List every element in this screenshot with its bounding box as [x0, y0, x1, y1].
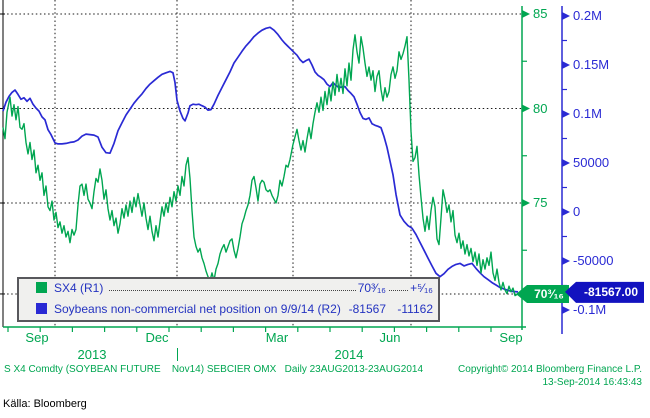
r1-last-value-text: 70³⁄₁₆ [534, 287, 564, 301]
series-net-position [2, 26, 519, 293]
footer-security-info: S X4 Comdty (SOYBEAN FUTURE Nov14) SEBCI… [4, 364, 424, 375]
legend-change-value: +⁵⁄₁₆ [408, 281, 435, 295]
r2-tick-arrow [562, 110, 570, 118]
r2-tick-arrow [562, 208, 570, 216]
r1-last-value-tag [516, 284, 569, 303]
r2-tick-arrow [562, 159, 570, 167]
r2-tick-arrow [562, 61, 570, 69]
footer-timestamp: 13-Sep-2014 16:43:43 [542, 377, 642, 388]
r2-tick-arrow [562, 257, 570, 265]
series-sx4 [2, 34, 519, 297]
r2-last-value-text: -81567.00 [584, 285, 638, 299]
legend-last-value: 70³⁄₁₆ [355, 281, 388, 295]
legend-change-value: -11162 [395, 302, 435, 316]
source-label: Källa: Bloomberg [3, 398, 87, 410]
r2-tick-arrow [562, 12, 570, 20]
r2-tick-arrow [562, 306, 570, 314]
legend-leader-dots [23, 290, 434, 291]
legend-row-sx4: SX4 (R1) 70³⁄₁₆ +⁵⁄₁₆ [19, 281, 438, 300]
r1-tick-arrow [522, 199, 530, 207]
r1-tick-arrow [522, 104, 530, 113]
legend-label: Soybeans non-commercial net position on … [54, 302, 341, 316]
legend-row-net-position: Soybeans non-commercial net position on … [19, 302, 438, 321]
r1-tick-arrow [522, 10, 530, 18]
legend-swatch [36, 282, 47, 293]
legend-swatch [36, 303, 47, 314]
chart-legend: SX4 (R1) 70³⁄₁₆ +⁵⁄₁₆ Soybeans non-commerci… [17, 277, 440, 322]
legend-last-value: -81567 [346, 302, 388, 316]
footer-copyright: Copyright© 2014 Bloomberg Finance L.P. [458, 364, 642, 375]
legend-label: SX4 (R1) [54, 281, 104, 295]
r2-last-value-tag [565, 281, 644, 303]
